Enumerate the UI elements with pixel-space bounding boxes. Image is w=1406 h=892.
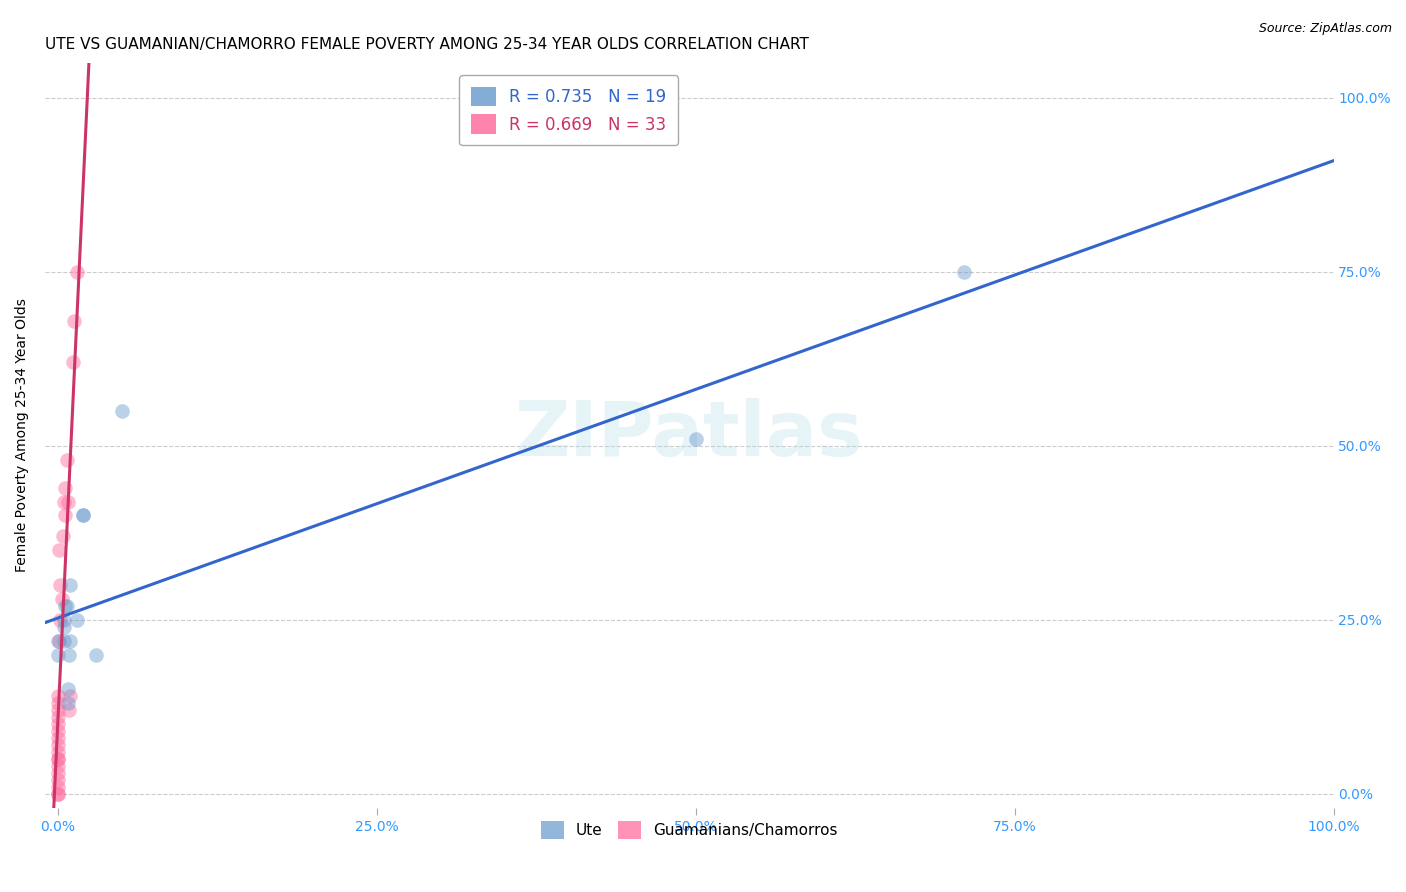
Point <box>63 313 86 327</box>
Point <box>72 508 94 523</box>
Point <box>48 633 70 648</box>
Point <box>46 697 69 711</box>
Point <box>53 620 76 634</box>
Point <box>62 355 84 369</box>
Point <box>56 682 79 697</box>
Point <box>46 772 69 787</box>
Point <box>48 543 70 558</box>
Point <box>46 780 69 794</box>
Point <box>55 599 77 613</box>
Point <box>49 578 72 592</box>
Point <box>55 452 77 467</box>
Point <box>59 633 82 648</box>
Point <box>46 633 69 648</box>
Point <box>46 710 69 724</box>
Point <box>59 690 82 704</box>
Point <box>56 697 79 711</box>
Point <box>53 494 76 508</box>
Point <box>52 529 75 543</box>
Point <box>685 432 707 446</box>
Point <box>58 648 80 662</box>
Point <box>46 717 69 731</box>
Point <box>46 787 69 801</box>
Point <box>46 648 69 662</box>
Point <box>46 766 69 780</box>
Point <box>66 613 89 627</box>
Point <box>58 703 80 717</box>
Point <box>84 648 107 662</box>
Point <box>46 759 69 773</box>
Point <box>952 265 974 279</box>
Point <box>46 690 69 704</box>
Text: Source: ZipAtlas.com: Source: ZipAtlas.com <box>1258 22 1392 36</box>
Point <box>110 404 132 418</box>
Point <box>55 599 77 613</box>
Point <box>46 752 69 766</box>
Point <box>51 592 73 607</box>
Point <box>46 787 69 801</box>
Point <box>53 613 76 627</box>
Y-axis label: Female Poverty Among 25-34 Year Olds: Female Poverty Among 25-34 Year Olds <box>15 299 30 573</box>
Point <box>46 731 69 746</box>
Point <box>56 494 79 508</box>
Point <box>53 633 76 648</box>
Text: UTE VS GUAMANIAN/CHAMORRO FEMALE POVERTY AMONG 25-34 YEAR OLDS CORRELATION CHART: UTE VS GUAMANIAN/CHAMORRO FEMALE POVERTY… <box>45 37 808 53</box>
Text: ZIPatlas: ZIPatlas <box>515 399 863 473</box>
Point <box>59 578 82 592</box>
Point <box>55 508 77 523</box>
Point <box>46 745 69 759</box>
Point <box>46 724 69 739</box>
Legend: Ute, Guamanians/Chamorros: Ute, Guamanians/Chamorros <box>534 815 844 845</box>
Point <box>46 752 69 766</box>
Point <box>49 613 72 627</box>
Point <box>46 703 69 717</box>
Point <box>66 265 89 279</box>
Point <box>55 481 77 495</box>
Point <box>72 508 94 523</box>
Point <box>46 738 69 752</box>
